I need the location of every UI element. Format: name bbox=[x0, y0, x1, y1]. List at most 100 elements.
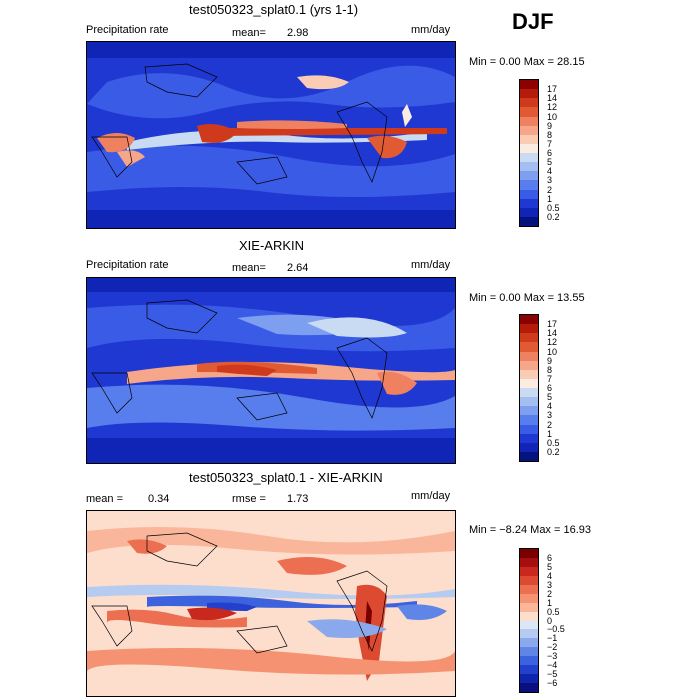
colorbar-segment bbox=[520, 620, 538, 630]
colorbar-tick-label: 0.5 bbox=[547, 437, 560, 448]
colorbar-segment bbox=[520, 153, 538, 163]
panel3-minmax: Min = −8.24 Max = 16.93 bbox=[469, 524, 591, 536]
colorbar-segment bbox=[520, 180, 538, 190]
colorbar-segment bbox=[520, 629, 538, 639]
colorbar-tick-label: 6 bbox=[547, 552, 553, 563]
colorbar-segment bbox=[520, 189, 538, 199]
colorbar-segment bbox=[520, 451, 538, 461]
colorbar-segment bbox=[520, 378, 538, 388]
colorbar-segment bbox=[520, 315, 538, 325]
panel2-mean-label: mean= bbox=[232, 262, 266, 274]
colorbar-segment bbox=[520, 216, 538, 226]
colorbar-tick-label: 14 bbox=[547, 93, 558, 104]
colorbar-segment bbox=[520, 566, 538, 576]
colorbar-tick-label: 1 bbox=[547, 428, 553, 439]
colorbar-tick-label: 1 bbox=[547, 597, 553, 608]
colorbar-segment bbox=[520, 98, 538, 108]
colorbar-segment bbox=[520, 207, 538, 217]
panel2-units: mm/day bbox=[411, 259, 451, 271]
colorbar-tick-label: 12 bbox=[547, 337, 558, 348]
panel1-mean-label: mean= bbox=[232, 27, 266, 39]
colorbar-segment bbox=[520, 557, 538, 567]
panel2-mean-value: 2.64 bbox=[287, 262, 309, 274]
colorbar-segment bbox=[520, 656, 538, 666]
colorbar-segment bbox=[520, 80, 538, 90]
colorbar-segment bbox=[520, 638, 538, 648]
colorbar-segment bbox=[520, 171, 538, 181]
panel1-map bbox=[86, 41, 456, 229]
colorbar-tick-label: −0.5 bbox=[547, 624, 565, 635]
colorbar-segment bbox=[520, 593, 538, 603]
colorbar-tick-label: 14 bbox=[547, 328, 558, 339]
colorbar-tick-label: −6 bbox=[547, 678, 558, 689]
colorbar-segment bbox=[520, 647, 538, 657]
panel2-minmax: Min = 0.00 Max = 13.55 bbox=[469, 292, 585, 304]
colorbar-segment bbox=[520, 683, 538, 692]
colorbar-tick-label: 6 bbox=[547, 148, 553, 158]
colorbar-tick-label: 0.5 bbox=[547, 606, 560, 617]
panel3-rmse-label: rmse = bbox=[232, 493, 266, 505]
panel1-minmax: Min = 0.00 Max = 28.15 bbox=[469, 56, 585, 68]
colorbar-segment bbox=[520, 674, 538, 684]
colorbar-tick-label: 3 bbox=[547, 579, 553, 590]
panel1-title: test050323_splat0.1 (yrs 1-1) bbox=[189, 2, 359, 17]
colorbar-tick-label: 3 bbox=[547, 410, 553, 421]
colorbar-tick-label: 8 bbox=[547, 129, 553, 140]
colorbar-tick-label: 7 bbox=[547, 138, 553, 149]
colorbar-segment bbox=[520, 116, 538, 126]
colorbar-tick-label: 5 bbox=[547, 157, 553, 168]
colorbar-segment bbox=[520, 665, 538, 675]
colorbar-segment bbox=[520, 575, 538, 585]
colorbar-segment bbox=[520, 442, 538, 452]
colorbar-tick-label: 3 bbox=[547, 175, 553, 186]
colorbar-tick-label: 5 bbox=[547, 392, 553, 403]
colorbar-segment bbox=[520, 324, 538, 334]
panel2-variable-label: Precipitation rate bbox=[86, 259, 169, 271]
colorbar-tick-label: 17 bbox=[547, 84, 558, 95]
colorbar-tick-label: 0 bbox=[547, 615, 553, 626]
colorbar-tick-label: 9 bbox=[547, 120, 553, 131]
colorbar-tick-label: −4 bbox=[547, 660, 558, 671]
colorbar-tick-label: 10 bbox=[547, 111, 558, 122]
colorbar-tick-label: 0.5 bbox=[547, 202, 560, 213]
colorbar-tick-label: −2 bbox=[547, 642, 558, 653]
season-label: DJF bbox=[512, 9, 554, 34]
colorbar-segment bbox=[520, 369, 538, 379]
panel1-colorbar bbox=[519, 79, 539, 227]
colorbar-tick-label: 4 bbox=[547, 401, 553, 412]
colorbar-segment bbox=[520, 584, 538, 594]
colorbar-segment bbox=[520, 406, 538, 416]
colorbar-tick-label: 10 bbox=[547, 346, 558, 357]
colorbar-tick-label: 9 bbox=[547, 355, 553, 366]
colorbar-tick-label: 7 bbox=[547, 373, 553, 384]
colorbar-tick-label: 0.2 bbox=[547, 446, 560, 457]
colorbar-tick-label: 6 bbox=[547, 383, 553, 393]
colorbar-tick-label: 2 bbox=[547, 588, 553, 599]
colorbar-segment bbox=[520, 360, 538, 370]
colorbar-segment bbox=[520, 162, 538, 172]
panel3-title: test050323_splat0.1 - XIE-ARKIN bbox=[189, 470, 383, 485]
panel1-mean-value: 2.98 bbox=[287, 27, 309, 39]
colorbar-tick-label: 8 bbox=[547, 364, 553, 375]
colorbar-segment bbox=[520, 143, 538, 153]
colorbar-tick-label: 4 bbox=[547, 166, 553, 177]
panel2-map bbox=[86, 277, 456, 464]
panel3-mean-label: mean = bbox=[86, 493, 123, 505]
panel3-colorbar bbox=[519, 548, 539, 693]
colorbar-segment bbox=[520, 198, 538, 208]
colorbar-segment bbox=[520, 89, 538, 99]
panel3-mean-value: 0.34 bbox=[148, 493, 170, 505]
colorbar-tick-label: 12 bbox=[547, 102, 558, 113]
panel2-title: XIE-ARKIN bbox=[239, 238, 305, 253]
colorbar-segment bbox=[520, 433, 538, 443]
colorbar-tick-label: 2 bbox=[547, 419, 553, 430]
colorbar-segment bbox=[520, 611, 538, 621]
colorbar-tick-label: 2 bbox=[547, 184, 553, 195]
colorbar-segment bbox=[520, 107, 538, 117]
panel2-colorbar bbox=[519, 314, 539, 462]
colorbar-tick-label: 17 bbox=[547, 319, 558, 330]
colorbar-segment bbox=[520, 351, 538, 361]
colorbar-tick-label: −3 bbox=[547, 651, 558, 662]
panel3-units: mm/day bbox=[411, 490, 451, 502]
colorbar-tick-label: −1 bbox=[547, 633, 558, 644]
